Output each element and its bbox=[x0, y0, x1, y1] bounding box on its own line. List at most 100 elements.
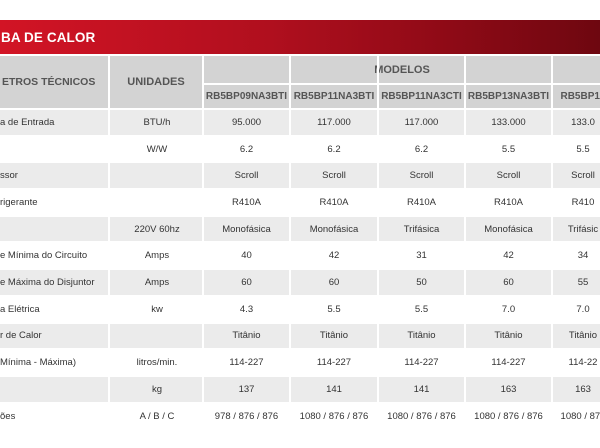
unit-cell: kg bbox=[110, 377, 204, 402]
value-cell: R410A bbox=[493, 196, 524, 208]
value-cell: 114-227 bbox=[229, 357, 264, 369]
value-cell: 40 bbox=[241, 250, 252, 262]
value-cell: 141 bbox=[291, 377, 377, 402]
value-cell: 7.0 bbox=[576, 303, 590, 315]
value-cell: 4.3 bbox=[239, 303, 254, 315]
value-cell: 978 / 876 / 876 bbox=[214, 410, 279, 422]
column-divider bbox=[108, 54, 110, 448]
header-model-1: RB5BP09NA3BTI bbox=[204, 85, 289, 108]
column-divider bbox=[377, 54, 379, 448]
header-units: UNIDADES bbox=[110, 56, 202, 108]
value-cell: Titânio bbox=[553, 323, 600, 349]
unit-cell: litros/min. bbox=[136, 357, 178, 369]
value-cell: 5.5 bbox=[414, 303, 429, 315]
header-models: MODELOS bbox=[204, 56, 600, 83]
table-row: a de Entrada BTU/h 95.000 117.000 117.000 133… bbox=[0, 110, 600, 135]
param-cell: a Elétrica bbox=[0, 303, 40, 315]
value-cell: 163 bbox=[553, 377, 600, 402]
param-cell bbox=[0, 137, 110, 162]
column-divider bbox=[551, 54, 553, 448]
param-cell bbox=[0, 377, 110, 402]
header-model-5: RB5BP13 bbox=[553, 85, 600, 108]
unit-cell: W/W bbox=[146, 143, 168, 155]
unit-cell: BTU/h bbox=[110, 110, 204, 135]
value-cell: 6.2 bbox=[327, 143, 341, 155]
unit-cell bbox=[110, 190, 204, 215]
value-cell: Monofásica bbox=[466, 216, 551, 242]
value-cell: 60 bbox=[291, 270, 377, 295]
unit-cell: A / B / C bbox=[139, 410, 175, 422]
value-cell: 137 bbox=[204, 377, 289, 402]
value-cell: 95.000 bbox=[204, 110, 289, 135]
table-row: a Elétrica kw 4.3 5.5 5.5 7.0 7.0 bbox=[0, 297, 600, 322]
param-cell: e Máxima do Disjuntor bbox=[0, 270, 110, 295]
column-divider bbox=[464, 54, 466, 448]
value-cell: 1080 / 876 / 876 bbox=[299, 410, 369, 422]
value-cell: 6.2 bbox=[239, 143, 254, 155]
value-cell: 31 bbox=[416, 250, 427, 262]
value-cell: 50 bbox=[379, 270, 464, 295]
table-row: ssor Scroll Scroll Scroll Scroll Scroll bbox=[0, 163, 600, 189]
value-cell: Scroll bbox=[466, 163, 551, 189]
value-cell: 34 bbox=[577, 250, 589, 262]
value-cell: 6.2 bbox=[414, 143, 429, 155]
param-cell: Mínima - Máxima) bbox=[0, 357, 77, 369]
table-row: Mínima - Máxima) litros/min. 114-227 114-22… bbox=[0, 350, 600, 375]
value-cell: 141 bbox=[379, 377, 464, 402]
value-cell: 133.0 bbox=[553, 110, 600, 135]
value-cell: Scroll bbox=[291, 163, 377, 189]
value-cell: Titânio bbox=[291, 323, 377, 349]
value-cell: 60 bbox=[466, 270, 551, 295]
value-cell: 114-227 bbox=[491, 357, 526, 369]
value-cell: 114-227 bbox=[404, 357, 439, 369]
section-banner: BA DE CALOR bbox=[0, 20, 600, 54]
unit-cell bbox=[110, 323, 204, 349]
table-row: W/W 6.2 6.2 6.2 5.5 5.5 bbox=[0, 137, 600, 162]
value-cell: 133.000 bbox=[466, 110, 551, 135]
value-cell: Scroll bbox=[379, 163, 464, 189]
value-cell: R410A bbox=[319, 196, 349, 208]
param-cell: e Mínima do Circuito bbox=[0, 250, 88, 262]
value-cell: Titânio bbox=[204, 323, 289, 349]
param-cell: rigerante bbox=[0, 196, 38, 208]
section-title: BA DE CALOR bbox=[1, 30, 96, 45]
column-divider bbox=[289, 54, 291, 448]
header-model-3: RB5BP11NA3CTI bbox=[379, 85, 464, 108]
unit-cell: Amps bbox=[110, 270, 204, 295]
value-cell: Scroll bbox=[553, 163, 600, 189]
value-cell: R410A bbox=[231, 196, 262, 208]
value-cell: Titânio bbox=[379, 323, 464, 349]
value-cell: 114-22 bbox=[568, 357, 598, 369]
param-cell: ões bbox=[0, 410, 16, 422]
table-row: ões A / B / C 978 / 876 / 876 1080 / 876 / … bbox=[0, 404, 600, 429]
value-cell: 114-227 bbox=[316, 357, 352, 369]
param-cell bbox=[0, 216, 110, 242]
param-cell: a de Entrada bbox=[0, 110, 110, 135]
value-cell: Titânio bbox=[466, 323, 551, 349]
column-divider bbox=[202, 54, 204, 448]
value-cell: Scroll bbox=[204, 163, 289, 189]
value-cell: 7.0 bbox=[501, 303, 516, 315]
header-technical-parameters: ETROS TÉCNICOS bbox=[0, 56, 108, 108]
value-cell: 5.5 bbox=[576, 143, 590, 155]
value-cell: 5.5 bbox=[327, 303, 341, 315]
header-model-4: RB5BP13NA3BTI bbox=[466, 85, 551, 108]
value-cell: 42 bbox=[328, 250, 340, 262]
unit-cell bbox=[110, 163, 204, 189]
value-cell: 117.000 bbox=[291, 110, 377, 135]
param-cell: ssor bbox=[0, 163, 110, 189]
value-cell: 163 bbox=[466, 377, 551, 402]
header-model-2: RB5BP11NA3BTI bbox=[291, 85, 377, 108]
value-cell: 1080 / 876 / 876 bbox=[474, 410, 543, 422]
technical-specs-table: ETROS TÉCNICOS UNIDADES MODELOS RB5BP09N… bbox=[0, 54, 600, 448]
unit-cell: kw bbox=[151, 303, 163, 315]
unit-cell: Amps bbox=[144, 250, 170, 262]
value-cell: R410 bbox=[571, 196, 595, 208]
value-cell: 117.000 bbox=[379, 110, 464, 135]
unit-cell: 220V 60hz bbox=[110, 216, 204, 242]
value-cell: Monofásica bbox=[291, 216, 377, 242]
value-cell: Monofásica bbox=[204, 216, 289, 242]
table-row: kg 137 141 141 163 163 bbox=[0, 377, 600, 402]
value-cell: 55 bbox=[553, 270, 600, 295]
value-cell: R410A bbox=[406, 196, 437, 208]
